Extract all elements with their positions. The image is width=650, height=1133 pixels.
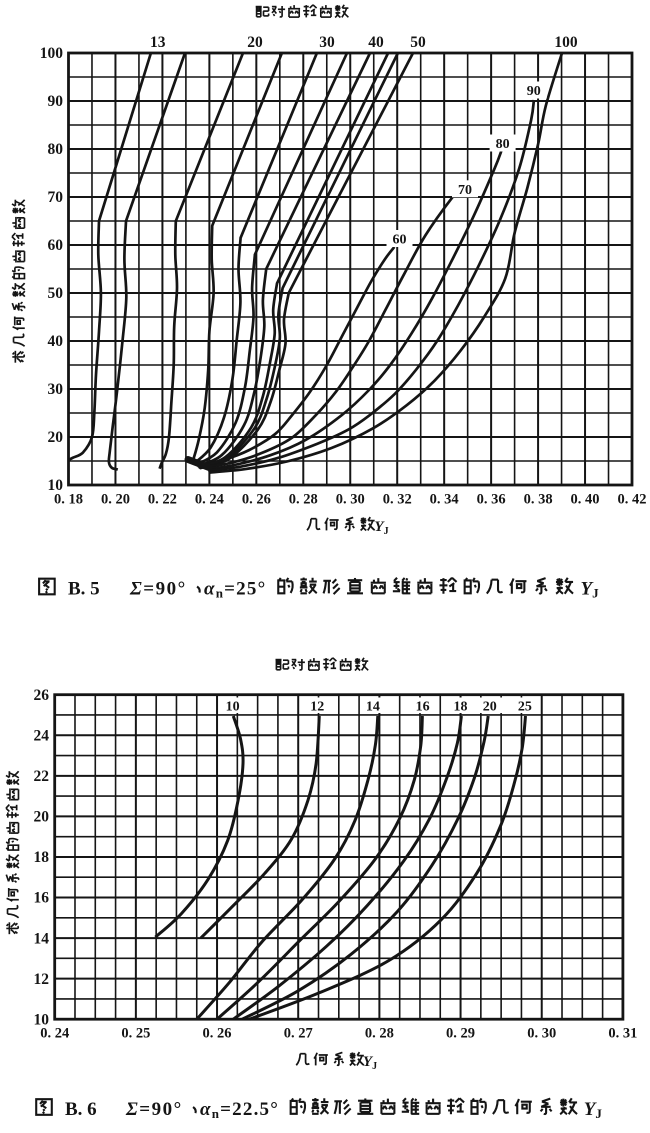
svg-text:0. 24: 0. 24 xyxy=(40,1026,69,1042)
svg-text:20: 20 xyxy=(34,809,50,826)
svg-text:0. 42: 0. 42 xyxy=(618,492,647,508)
svg-text:0. 31: 0. 31 xyxy=(608,1026,637,1042)
svg-text:10: 10 xyxy=(226,700,240,715)
svg-text:0. 26: 0. 26 xyxy=(242,492,271,508)
svg-text:90: 90 xyxy=(527,84,541,99)
svg-text:18: 18 xyxy=(454,700,468,715)
svg-text:YJ: YJ xyxy=(374,519,388,537)
svg-text:30: 30 xyxy=(48,381,64,398)
svg-text:80: 80 xyxy=(48,141,64,158)
svg-text:0. 26: 0. 26 xyxy=(203,1026,232,1042)
svg-text:20: 20 xyxy=(247,34,263,51)
svg-text:50: 50 xyxy=(48,285,64,302)
svg-text:14: 14 xyxy=(34,930,50,947)
svg-text:0. 27: 0. 27 xyxy=(284,1026,313,1042)
svg-text:0. 30: 0. 30 xyxy=(336,492,365,508)
svg-text:0. 34: 0. 34 xyxy=(430,492,459,508)
svg-text:12: 12 xyxy=(310,700,324,715)
svg-text:0. 40: 0. 40 xyxy=(571,492,600,508)
svg-text:Σ=90°: Σ=90° xyxy=(129,579,187,600)
svg-text:100: 100 xyxy=(40,45,64,62)
svg-text:B. 5: B. 5 xyxy=(68,579,100,600)
svg-text:Σ=90°: Σ=90° xyxy=(125,1099,183,1120)
svg-text:25: 25 xyxy=(518,700,532,715)
svg-text:60: 60 xyxy=(48,237,64,254)
svg-text:20: 20 xyxy=(48,429,64,446)
svg-text:12: 12 xyxy=(34,971,50,988)
svg-text:60: 60 xyxy=(393,233,407,248)
svg-text:0. 25: 0. 25 xyxy=(121,1026,150,1042)
svg-text:0. 36: 0. 36 xyxy=(477,492,506,508)
svg-text:αn=25°: αn=25° xyxy=(204,579,266,601)
svg-text:αn=22.5°: αn=22.5° xyxy=(200,1099,279,1121)
svg-text:0. 18: 0. 18 xyxy=(54,492,83,508)
svg-text:50: 50 xyxy=(410,34,426,51)
svg-text:24: 24 xyxy=(34,727,50,744)
svg-text:YJ: YJ xyxy=(363,1054,377,1072)
svg-text:0. 29: 0. 29 xyxy=(446,1026,475,1042)
svg-text:0. 38: 0. 38 xyxy=(524,492,553,508)
svg-text:14: 14 xyxy=(366,700,380,715)
svg-text:0. 28: 0. 28 xyxy=(365,1026,394,1042)
svg-text:YJ: YJ xyxy=(581,579,600,601)
svg-text:80: 80 xyxy=(496,137,510,152)
svg-text:B. 6: B. 6 xyxy=(65,1099,97,1120)
svg-text:0. 30: 0. 30 xyxy=(527,1026,556,1042)
svg-text:0. 20: 0. 20 xyxy=(101,492,130,508)
svg-text:18: 18 xyxy=(34,849,50,866)
svg-text:13: 13 xyxy=(150,34,166,51)
svg-text:40: 40 xyxy=(48,333,64,350)
svg-text:0. 24: 0. 24 xyxy=(195,492,224,508)
svg-text:40: 40 xyxy=(368,34,384,51)
svg-text:16: 16 xyxy=(34,890,50,907)
svg-text:10: 10 xyxy=(48,477,64,494)
svg-text:100: 100 xyxy=(554,34,578,51)
svg-text:70: 70 xyxy=(48,189,64,206)
svg-text:16: 16 xyxy=(416,700,430,715)
svg-text:YJ: YJ xyxy=(584,1099,603,1121)
svg-text:0. 32: 0. 32 xyxy=(383,492,412,508)
svg-text:0. 28: 0. 28 xyxy=(289,492,318,508)
svg-text:90: 90 xyxy=(48,93,64,110)
svg-text:22: 22 xyxy=(34,768,50,785)
svg-text:30: 30 xyxy=(319,34,335,51)
svg-text:26: 26 xyxy=(34,687,50,704)
svg-text:70: 70 xyxy=(458,183,472,198)
svg-text:20: 20 xyxy=(483,700,497,715)
svg-text:0. 22: 0. 22 xyxy=(148,492,177,508)
svg-text:10: 10 xyxy=(34,1011,50,1028)
